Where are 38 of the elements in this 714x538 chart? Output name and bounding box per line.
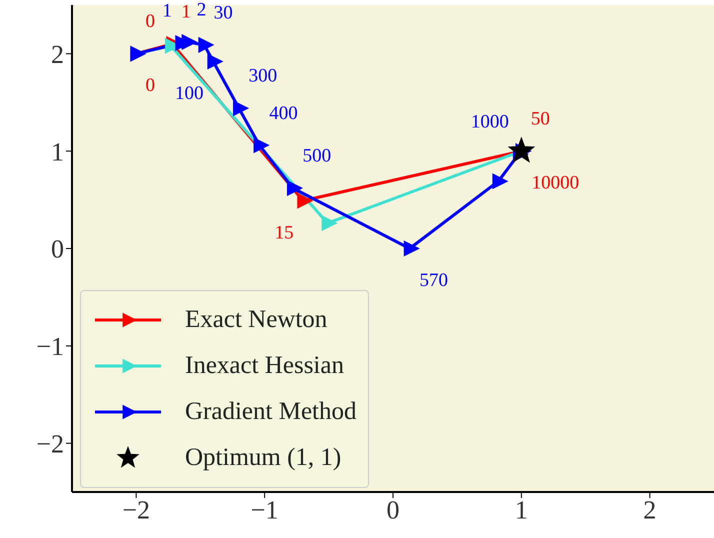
annotation: 1 <box>181 1 191 22</box>
annotation: 0 <box>145 11 155 32</box>
annotation: 1 <box>162 0 172 22</box>
annotation: 400 <box>269 102 298 124</box>
x-tick-label: 1 <box>514 495 528 524</box>
annotation: 570 <box>419 270 448 291</box>
annotation: 0 <box>145 75 155 96</box>
x-tick-label: 2 <box>643 495 656 524</box>
point <box>286 180 302 196</box>
legend-label: Optimum (1, 1) <box>185 444 342 472</box>
y-tick-label: −1 <box>36 332 64 362</box>
x-tick-label: 0 <box>386 495 400 524</box>
y-tick-label: −2 <box>36 430 64 459</box>
y-tick-label: 0 <box>51 234 64 264</box>
annotation: 10000 <box>532 172 580 194</box>
legend-label: Inexact Hessian <box>185 352 344 380</box>
point <box>233 100 248 116</box>
annotation: 15 <box>274 222 294 244</box>
x-tick-label: −2 <box>122 495 150 524</box>
point <box>404 240 420 256</box>
y-tick-label: 2 <box>51 40 64 69</box>
legend-label: Gradient Method <box>185 398 356 426</box>
annotation: 500 <box>302 146 332 167</box>
y-tick-label: 1 <box>51 137 64 166</box>
annotation: 300 <box>248 66 278 87</box>
annotation: 30 <box>214 2 233 24</box>
point <box>207 54 223 70</box>
legend-label: Exact Newton <box>185 306 328 334</box>
point <box>492 174 508 189</box>
annotation: 50 <box>530 108 550 130</box>
annotation: 1000 <box>470 112 509 133</box>
point <box>297 193 313 208</box>
point <box>182 34 198 50</box>
point <box>254 138 269 153</box>
point <box>198 37 214 53</box>
x-tick-label: −1 <box>250 495 278 524</box>
annotation: 2 <box>196 0 206 21</box>
annotation: 100 <box>174 82 204 104</box>
